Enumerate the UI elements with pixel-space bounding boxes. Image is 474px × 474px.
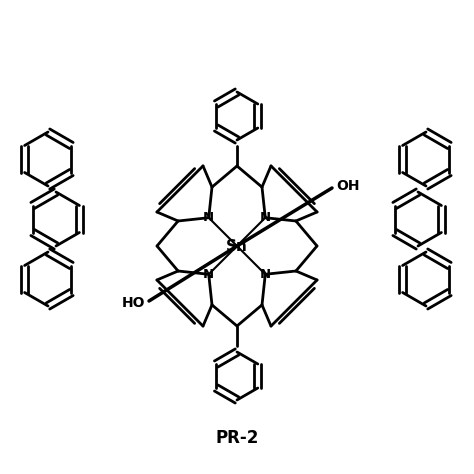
Text: N: N <box>203 211 214 224</box>
Text: Sn: Sn <box>226 238 248 254</box>
Text: N: N <box>203 268 214 281</box>
Text: OH: OH <box>336 179 359 193</box>
Text: N: N <box>260 211 271 224</box>
Text: N: N <box>260 268 271 281</box>
Text: HO: HO <box>121 296 145 310</box>
Text: PR-2: PR-2 <box>215 429 259 447</box>
